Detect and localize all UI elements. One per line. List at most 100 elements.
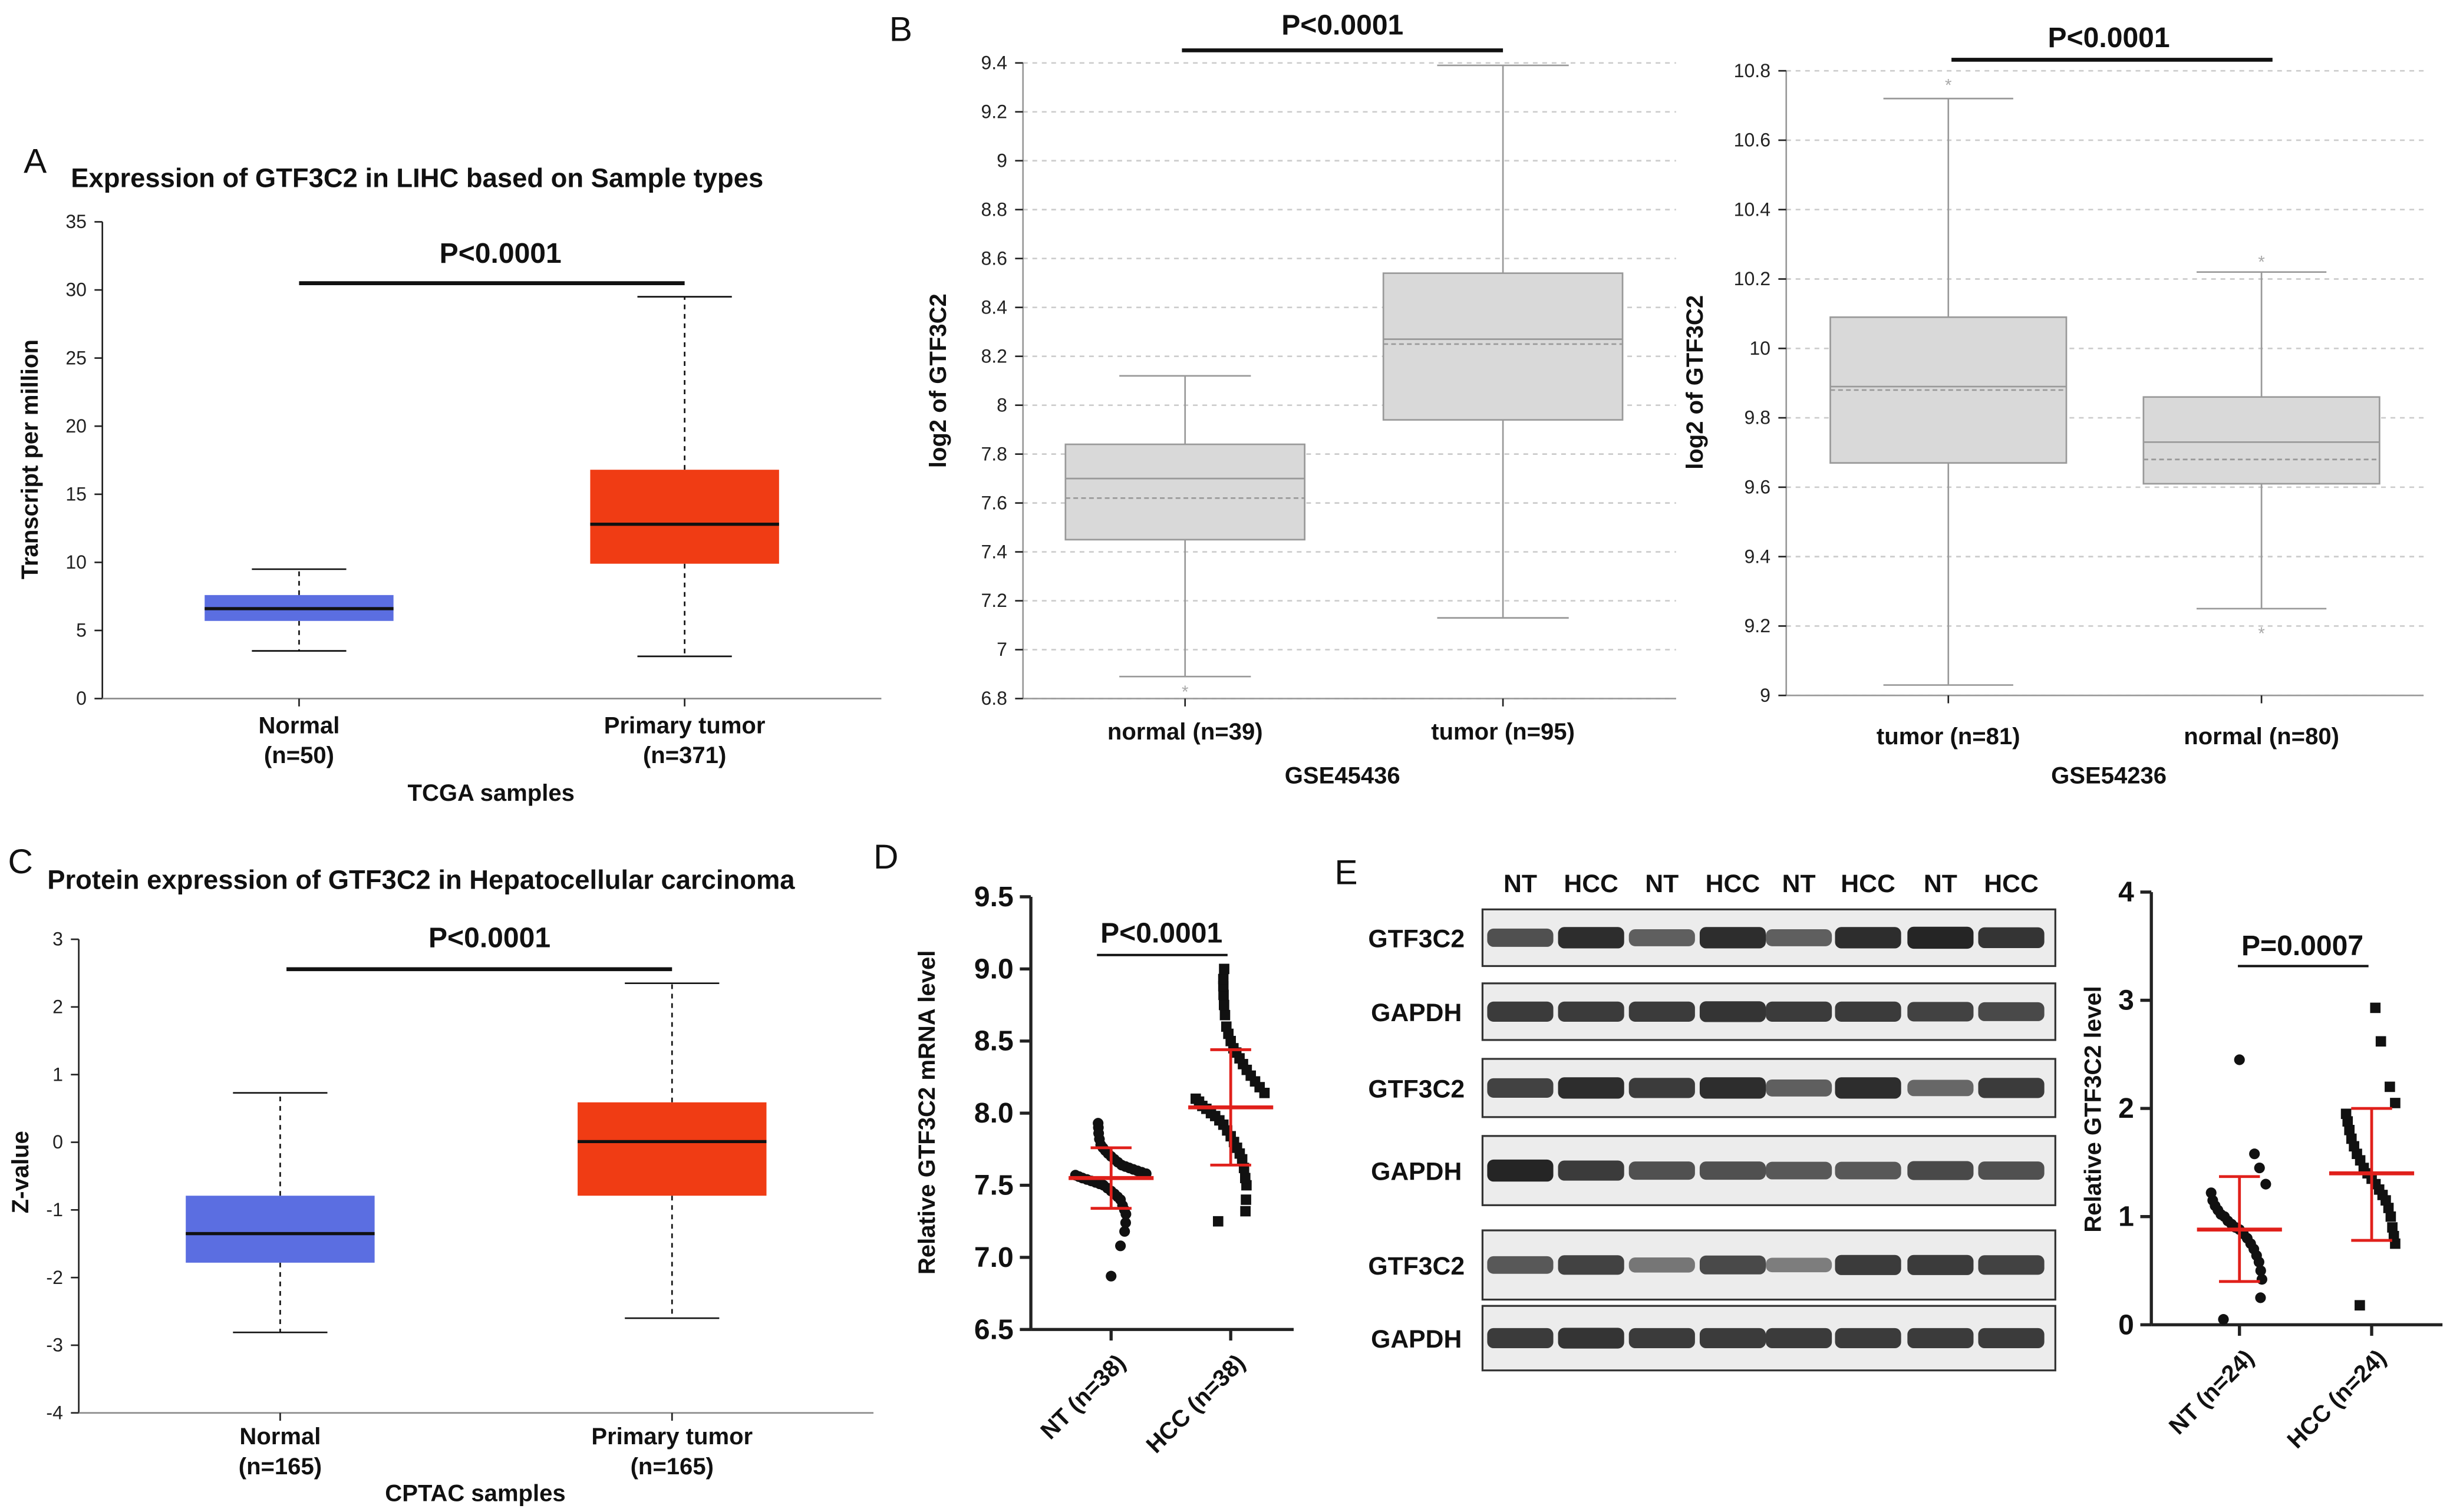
blot-band [1907, 926, 1974, 949]
blot-row-label: GTF3C2 [1368, 1252, 1465, 1280]
blot-band [1907, 1255, 1974, 1275]
blot-band [1978, 927, 2045, 949]
blot-band [1835, 1077, 1901, 1099]
y-tick-label: 9.5 [974, 881, 1014, 913]
lane-label: HCC [1706, 870, 1760, 898]
western-blot [1481, 908, 2056, 1372]
blot-band [1766, 1079, 1832, 1097]
blot-band [1558, 1255, 1624, 1275]
blot-band [1487, 1159, 1554, 1182]
blot-band [1558, 1160, 1624, 1181]
data-point [1218, 973, 1229, 985]
y-tick-label: 10.6 [1734, 130, 1770, 151]
panel-letter-E: E [1334, 854, 1357, 892]
data-point [1219, 1009, 1231, 1021]
blot-row-label: GAPDH [1371, 999, 1462, 1027]
y-tick-label: 9.0 [974, 953, 1014, 985]
outlier-star: * [1945, 75, 1951, 95]
p-value-label: P<0.0001 [2048, 22, 2170, 54]
blot-band [1699, 1255, 1766, 1275]
category-label: HCC (n=24) [2283, 1345, 2392, 1454]
category-label: normal (n=39) [1107, 719, 1263, 745]
p-value-label: P=0.0007 [2241, 930, 2363, 962]
blot-band [1558, 927, 1624, 949]
blot-band [1487, 1256, 1554, 1274]
data-point [1119, 1226, 1130, 1237]
y-tick-label: 4 [2118, 876, 2134, 908]
panel-letter-A: A [24, 143, 47, 181]
outlier-star: * [2258, 253, 2264, 272]
blot-band [1978, 1328, 2045, 1349]
lane-label: HCC [1564, 870, 1618, 898]
blot-band [1699, 927, 1766, 949]
data-point [2260, 1178, 2271, 1190]
blot-band [1766, 1257, 1832, 1273]
chart-panel-0 [94, 221, 882, 707]
blot-row-label: GAPDH [1371, 1158, 1462, 1186]
box [2142, 396, 2380, 485]
data-point [2249, 1148, 2260, 1160]
p-value-label: P<0.0001 [1100, 917, 1222, 949]
y-axis-label: Transcript per million [17, 339, 43, 579]
y-tick-label: 10.8 [1734, 60, 1770, 81]
blot-band [1907, 1161, 1974, 1180]
y-tick-label: -2 [46, 1267, 62, 1288]
data-point [1115, 1240, 1126, 1252]
blot-band [1978, 1002, 2045, 1021]
data-point [2205, 1187, 2217, 1199]
outlier-star: * [2258, 624, 2264, 643]
blot-band [1558, 1328, 1624, 1349]
y-tick-label: 35 [65, 211, 87, 232]
y-tick-label: 5 [76, 620, 87, 641]
lane-label: NT [1924, 870, 1957, 898]
y-tick-label: 0 [52, 1131, 63, 1153]
blot-band [1699, 1161, 1766, 1180]
y-tick-label: -1 [46, 1199, 62, 1220]
y-tick-label: 9 [1760, 685, 1770, 706]
category-n-label: (n=165) [631, 1454, 714, 1480]
y-tick-label: 8.6 [981, 247, 1007, 269]
y-tick-label: 8.8 [981, 199, 1007, 220]
blot-band [1628, 1001, 1695, 1022]
x-axis-label: GSE45436 [1285, 763, 1400, 789]
y-tick-label: 15 [65, 483, 87, 504]
y-tick-label: 8.2 [981, 345, 1007, 367]
y-tick-label: 10.4 [1734, 199, 1770, 220]
data-point [2346, 1133, 2357, 1144]
x-axis-label: GSE54236 [2051, 763, 2167, 789]
blot-row-label: GAPDH [1371, 1325, 1462, 1353]
blot-band [1978, 1161, 2045, 1180]
y-tick-label: 8.0 [974, 1097, 1014, 1129]
blot-band [1835, 1255, 1901, 1275]
data-point [1190, 1093, 1201, 1104]
chart-panel-4 [1020, 895, 1294, 1341]
blot-band [1766, 1001, 1832, 1022]
blot-band [1558, 1001, 1624, 1022]
y-tick-label: 7 [997, 639, 1007, 660]
blot-band [1628, 929, 1695, 946]
y-tick-label: 7.0 [974, 1242, 1014, 1273]
blot-band [1628, 1161, 1695, 1180]
blot-row-label: GTF3C2 [1368, 1075, 1465, 1103]
y-tick-label: 9.8 [1744, 407, 1770, 428]
data-point [2355, 1300, 2365, 1311]
category-label: Primary tumor [591, 1424, 753, 1450]
y-tick-label: 10 [1749, 338, 1770, 359]
y-tick-label: 3 [52, 929, 63, 950]
lane-label: NT [1782, 870, 1816, 898]
blot-band [1487, 1328, 1554, 1349]
blot-band [1487, 1078, 1554, 1098]
blot-band [1835, 1161, 1901, 1180]
data-point [1093, 1118, 1104, 1129]
panel-letter-D: D [873, 838, 898, 876]
blot-band [1558, 1077, 1624, 1099]
blot-band [1628, 1078, 1695, 1098]
y-axis-label: Relative GTF3C2 mRNA level [914, 950, 940, 1275]
data-point [2254, 1162, 2265, 1174]
y-tick-label: 2 [52, 996, 63, 1018]
data-point [2388, 1230, 2399, 1242]
chart-panel-5 [2140, 890, 2443, 1336]
y-tick-label: 6.5 [974, 1313, 1014, 1345]
y-axis-label: log2 of GTF3C2 [1682, 295, 1708, 470]
